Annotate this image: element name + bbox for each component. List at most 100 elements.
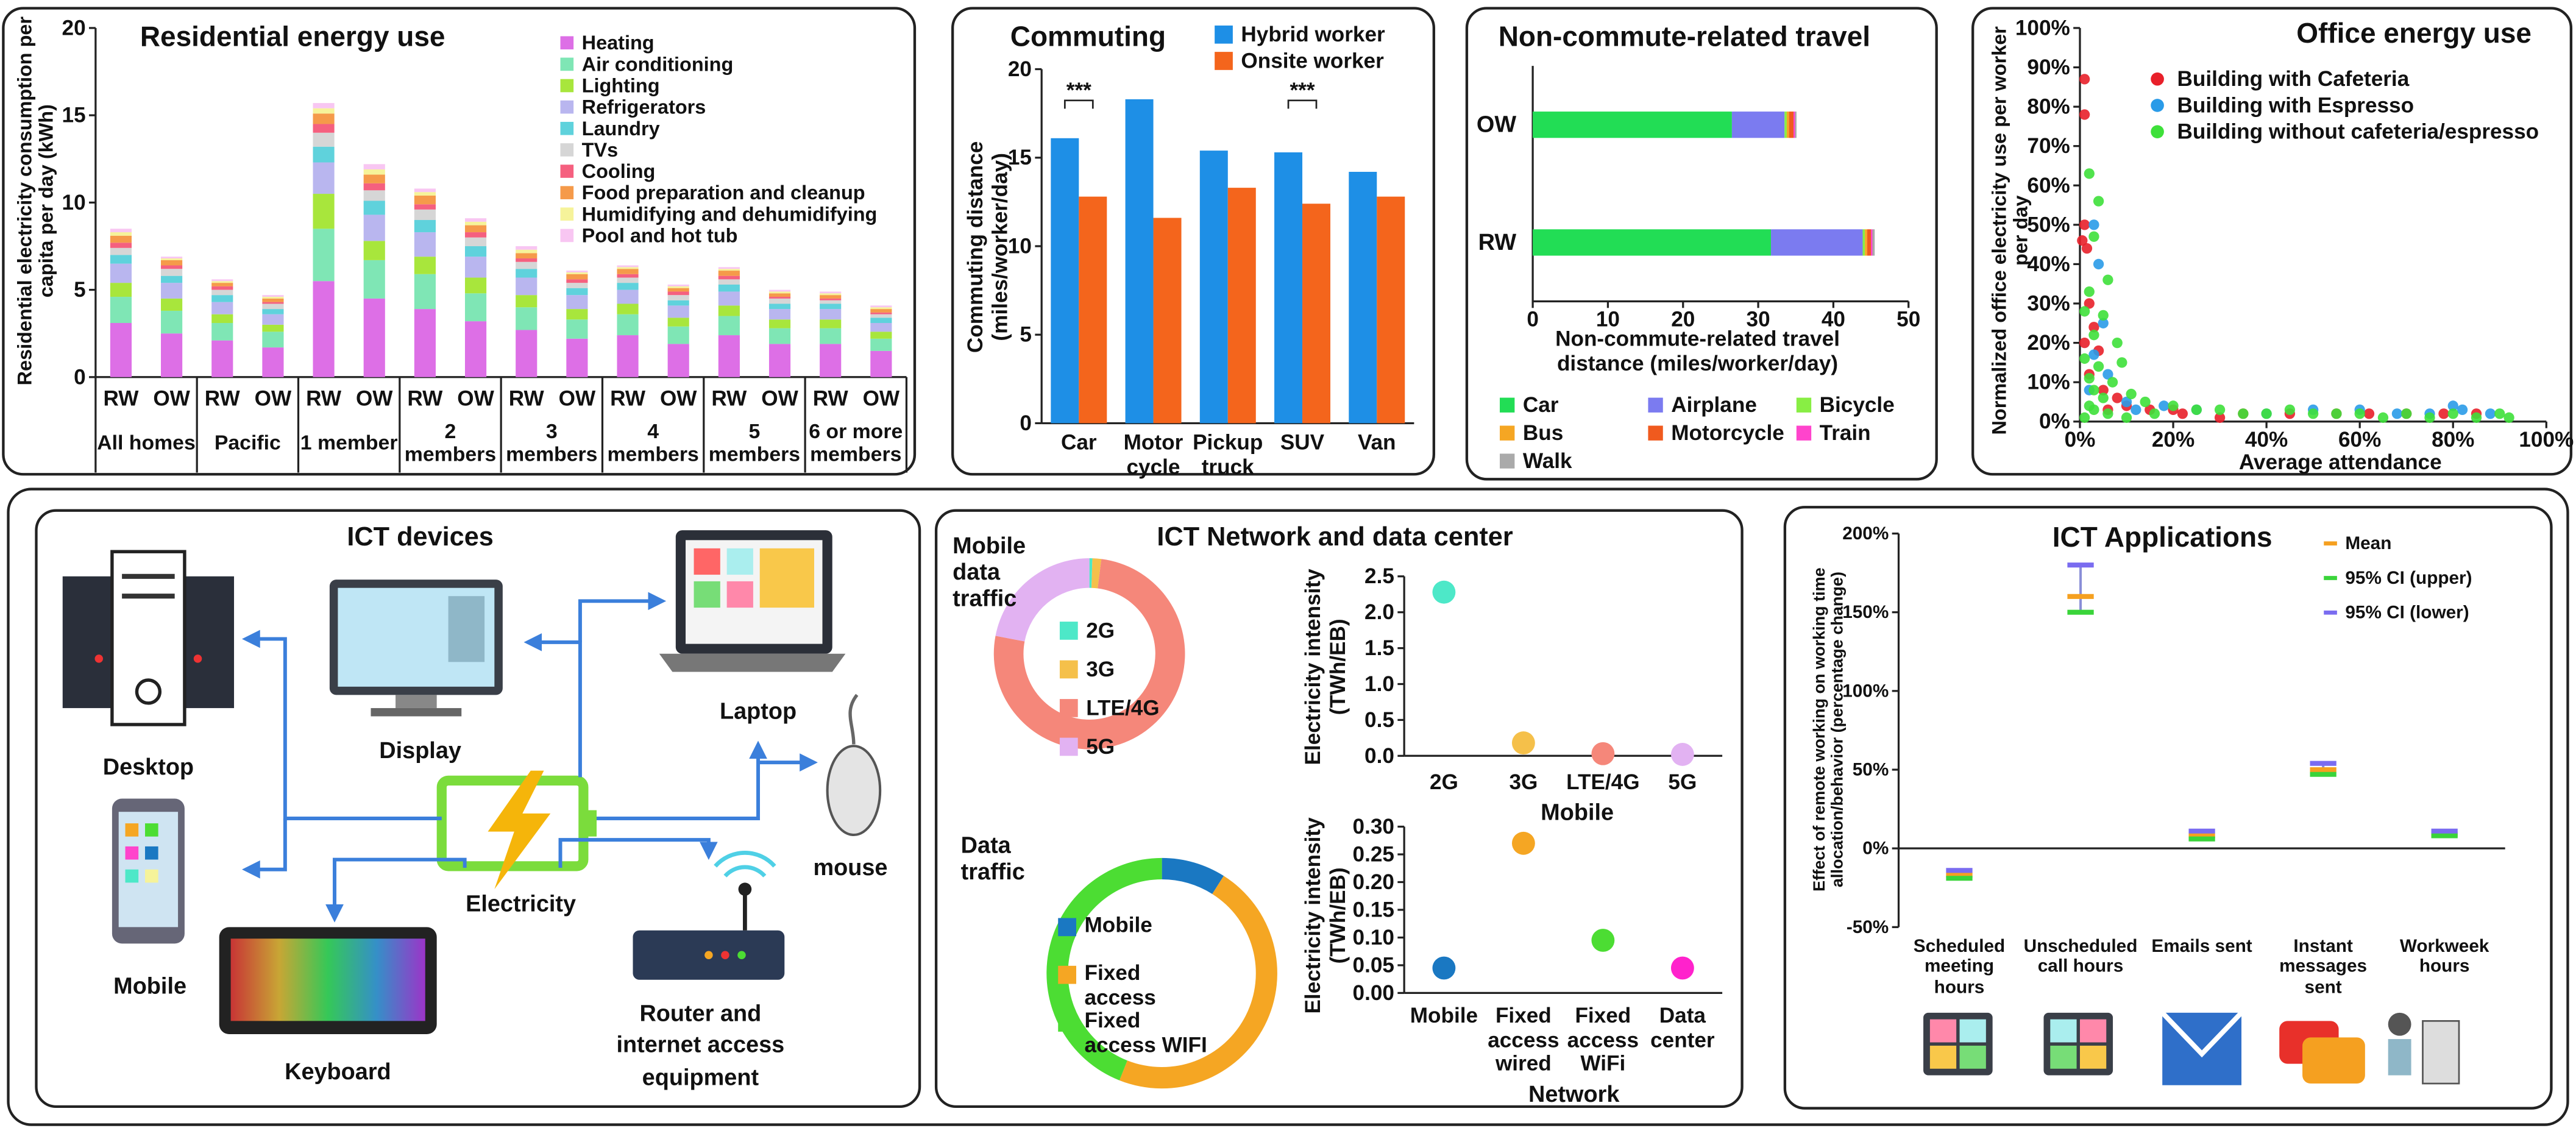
group-label-box: 2 members (405, 420, 496, 466)
point (2093, 196, 2104, 207)
y-tick-label: 0% (1862, 839, 1889, 859)
x-tick-label: SUV (1280, 431, 1325, 455)
bar-segment (262, 302, 284, 304)
bar-segment (161, 275, 183, 283)
donut-slice (1089, 558, 1093, 588)
group-label: 4 members (607, 420, 699, 466)
x-tick-label: OW (863, 386, 900, 410)
bar-segment (211, 323, 233, 341)
chart-title: Office energy use (2296, 17, 2532, 49)
y-axis-title: Effect of remote working on working time… (1811, 567, 1848, 892)
device-label: Keyboard (285, 1059, 391, 1085)
x-tick-label-box: Fixed access wired (1488, 1004, 1559, 1076)
point (2088, 349, 2099, 360)
bar-segment (870, 338, 892, 351)
x-tick-label: 0 (1527, 308, 1539, 332)
x-tick-label: OW (559, 386, 596, 410)
bar-segment (1789, 112, 1794, 138)
x-tick-label: RW (407, 386, 443, 410)
x-tick-label: Fixed access wired (1488, 1004, 1559, 1076)
point (2102, 274, 2113, 285)
y-axis-title: Electricity intensity (TWh/EB) (1301, 569, 1350, 765)
x-tick-label: 100% (2519, 428, 2574, 452)
bar-segment (464, 257, 487, 278)
point (2238, 408, 2249, 419)
bar-segment (262, 332, 284, 348)
y-tick-label: 2.5 (1364, 564, 1394, 588)
icon (2302, 1037, 2365, 1084)
point (1670, 956, 1694, 980)
icon (694, 581, 720, 608)
chart-title: Non-commute-related travel (1499, 20, 1870, 52)
legend-label: Pool and hot tub (582, 224, 738, 246)
x-tick-label-box: Motor cycle (1123, 431, 1183, 479)
x-axis-title: Non-commute-related travel distance (mil… (1555, 327, 1840, 376)
y-axis-title-box: Electricity intensity (TWh/EB) (1301, 817, 1350, 1013)
point (2377, 412, 2389, 423)
point (2079, 219, 2090, 230)
bar-segment (667, 326, 689, 344)
point (2107, 377, 2118, 388)
y-tick-label: 1.0 (1364, 672, 1394, 696)
x-tick-label: Motor cycle (1123, 431, 1183, 479)
legend-swatch (2151, 125, 2164, 138)
bar-segment (1533, 229, 1772, 256)
y-axis-title-box: Effect of remote working on working time… (1811, 567, 1848, 892)
group-label-box: 3 members (506, 420, 597, 466)
point (2084, 298, 2095, 309)
annotation-bracket (1063, 99, 1094, 109)
x-tick-label: 80% (2432, 428, 2474, 452)
bar-segment (718, 316, 740, 336)
bar-segment (363, 174, 385, 183)
icon (659, 653, 846, 672)
x-tick-label: RW (813, 386, 849, 410)
bar-segment (870, 332, 892, 339)
y-tick-label: 0.00 (1353, 981, 1394, 1005)
bar-segment (516, 269, 538, 278)
legend-swatch (1648, 425, 1663, 441)
icon (694, 548, 720, 575)
bar-segment (110, 235, 132, 243)
bar-segment (768, 298, 791, 304)
legend-label: Humidifying and dehumidifying (582, 203, 878, 225)
icon (2388, 1039, 2411, 1076)
y-tick-label: 50% (1853, 760, 1889, 780)
x-tick-label-box: Data center (1650, 1004, 1715, 1051)
bar-segment (414, 209, 436, 221)
device-label: Display (379, 738, 461, 764)
point (2102, 369, 2113, 380)
bar-segment (464, 221, 487, 225)
bar-segment (464, 246, 487, 257)
bar-segment (617, 314, 639, 336)
bar (1227, 188, 1256, 424)
bar (1302, 204, 1331, 424)
legend-label: Walk (1523, 449, 1572, 473)
bar-segment (718, 269, 740, 271)
point (2159, 400, 2170, 411)
point (2485, 408, 2496, 419)
icon (125, 823, 139, 837)
y-tick-label: 20 (1008, 57, 1032, 81)
y-tick-label: 50% (2027, 213, 2070, 236)
y-tick-label: 0 (1020, 411, 1032, 435)
icon (714, 851, 776, 878)
x-tick-label-box: Fixed access WiFi (1567, 1004, 1639, 1075)
x-axis-title: Average attendance (2238, 449, 2442, 474)
point (2117, 357, 2127, 368)
legend-label: 95% CI (upper) (2345, 568, 2472, 588)
panel-title: ICT Network and data center (1157, 522, 1513, 552)
point (2307, 408, 2319, 419)
icon (848, 693, 859, 745)
bar-segment (414, 192, 436, 196)
bar-segment (313, 281, 335, 377)
bar-segment (363, 164, 385, 169)
bar-segment (566, 279, 588, 283)
bar-segment (768, 319, 791, 328)
point (2354, 408, 2365, 419)
bar-segment (161, 260, 183, 266)
point (2077, 235, 2088, 246)
point (2084, 373, 2095, 384)
point (2457, 404, 2468, 416)
x-tick-label-box: Scheduled meeting hours (1914, 937, 2005, 998)
bar-segment (161, 265, 183, 269)
